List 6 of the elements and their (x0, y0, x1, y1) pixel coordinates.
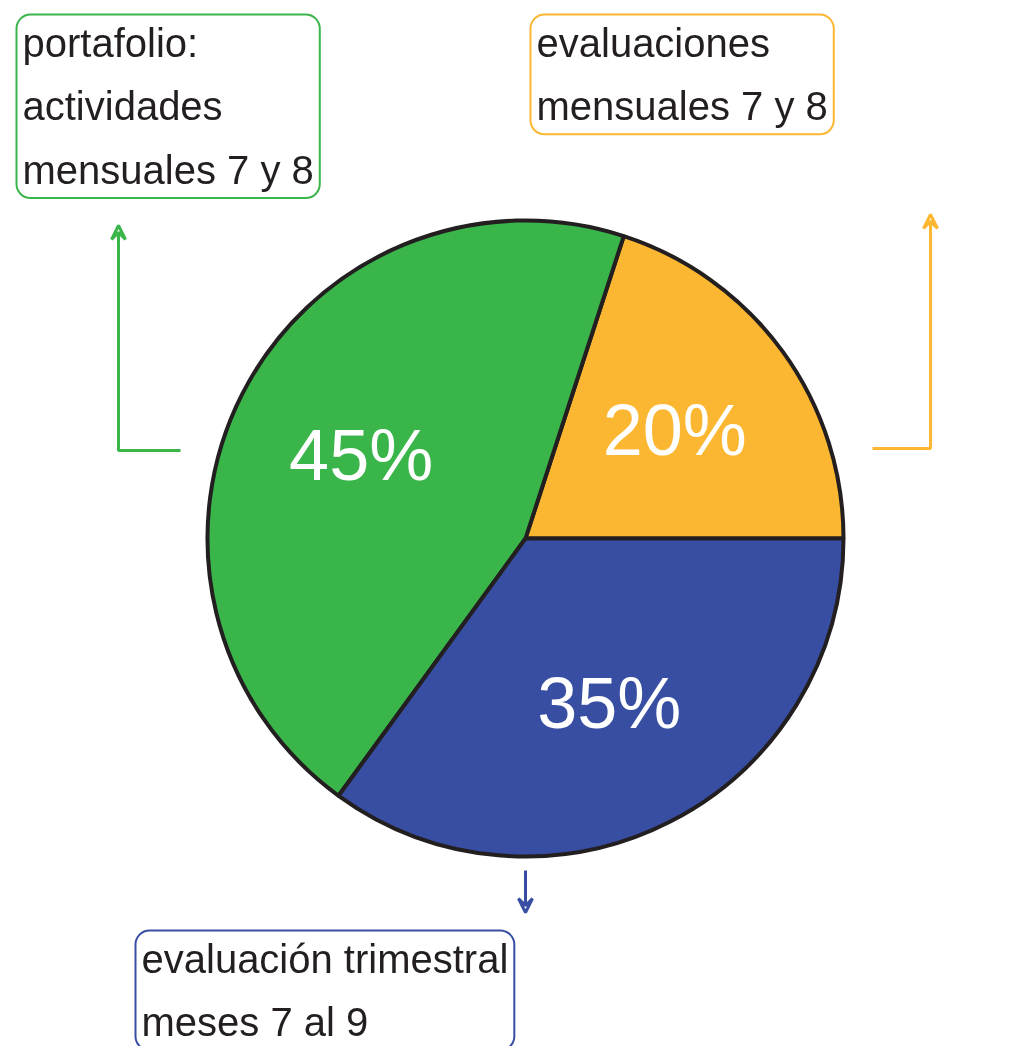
data-label: 20% (602, 390, 747, 471)
slice-label: portafolio: actividades mensuales 7 y 8 (22, 20, 314, 193)
data-label: 45% (289, 414, 434, 495)
data-label: 35% (537, 662, 682, 743)
legend-label: evaluación trimestral meses 7 al 9 (141, 936, 509, 1045)
slice-label: evaluaciones mensuales 7 y 8 (536, 20, 828, 129)
